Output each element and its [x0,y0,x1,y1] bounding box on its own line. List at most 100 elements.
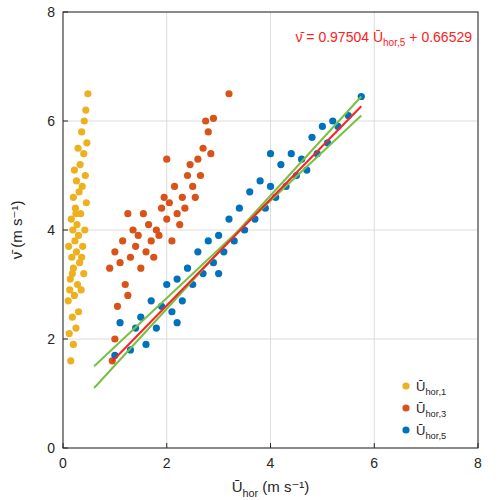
legend-marker [402,382,409,389]
point [66,286,73,293]
tick-label: 2 [163,455,171,471]
point [122,281,129,288]
point [73,177,80,184]
point [288,150,295,157]
point [78,128,85,135]
text-span: Ū [416,423,425,438]
point [79,183,86,190]
point [181,205,188,212]
point [72,210,79,217]
point [174,319,181,326]
grid [63,12,478,448]
point [116,319,123,326]
point [176,221,183,228]
point [70,194,77,201]
tick-label: 6 [370,455,378,471]
text-span: hor,3 [425,409,446,419]
point [174,275,181,282]
point [78,254,85,261]
point [119,237,126,244]
point [84,90,91,97]
point [114,303,121,310]
point [257,177,264,184]
point [140,210,147,217]
point [127,254,134,261]
point [66,330,73,337]
text-span: ν̄ (m s⁻¹) [8,201,25,260]
point [132,243,139,250]
plot-area [63,12,478,448]
text-span: Ū [232,478,243,495]
text-span: Ū [416,401,425,416]
point [197,172,204,179]
point [210,115,217,122]
point [124,210,131,217]
point [246,188,253,195]
legend: Ūhor,1Ūhor,3Ūhor,5 [394,372,472,444]
point [106,265,113,272]
point [79,243,86,250]
point [184,265,191,272]
grid-line [63,121,478,122]
point [277,161,284,168]
point [166,199,173,206]
point [145,221,152,228]
point [80,150,87,157]
point [319,123,326,130]
point [205,237,212,244]
point [65,243,72,250]
tick [63,121,68,122]
point [65,297,72,304]
point [192,194,199,201]
point [82,172,89,179]
legend-box [394,372,472,444]
point [81,117,88,124]
text-span: Ū [416,379,425,394]
tick-label: 0 [59,455,67,471]
point [163,281,170,288]
point [129,226,136,233]
tick-label: 8 [47,4,55,20]
point [184,172,191,179]
tick [374,443,375,448]
legend-label: Ūhor,5 [416,423,446,441]
point [158,205,165,212]
point [69,270,76,277]
point [148,297,155,304]
text-span: + 0.66529 [405,29,472,45]
chart: 0246802468Ūhor (m s⁻¹)ν̄ (m s⁻¹)ν̄ = 0.… [0,0,498,500]
point [168,237,175,244]
tick-label: 4 [267,455,275,471]
point [174,210,181,217]
point [67,357,74,364]
tick [63,339,68,340]
point [74,145,81,152]
point [194,156,201,163]
tick-label: 2 [47,331,55,347]
point [194,248,201,255]
point [111,335,118,342]
point [189,183,196,190]
point [153,325,160,332]
tick [270,443,271,448]
point [199,145,206,152]
point [81,226,88,233]
point [215,232,222,239]
fit-line [94,96,361,388]
point [225,216,232,223]
point [207,150,214,157]
point [150,254,157,261]
x-axis-label: Ūhor (m s⁻¹) [232,478,310,499]
data [65,90,365,388]
point [70,341,77,348]
point [142,341,149,348]
tick [63,230,68,231]
series-points [106,90,233,364]
point [267,150,274,157]
annotation: ν̄ = 0.97504 Ūhor,5 + 0.66529 [295,29,472,48]
point [77,161,84,168]
point [215,270,222,277]
legend-marker [402,426,409,433]
tick [166,443,167,448]
grid-line [63,339,478,340]
